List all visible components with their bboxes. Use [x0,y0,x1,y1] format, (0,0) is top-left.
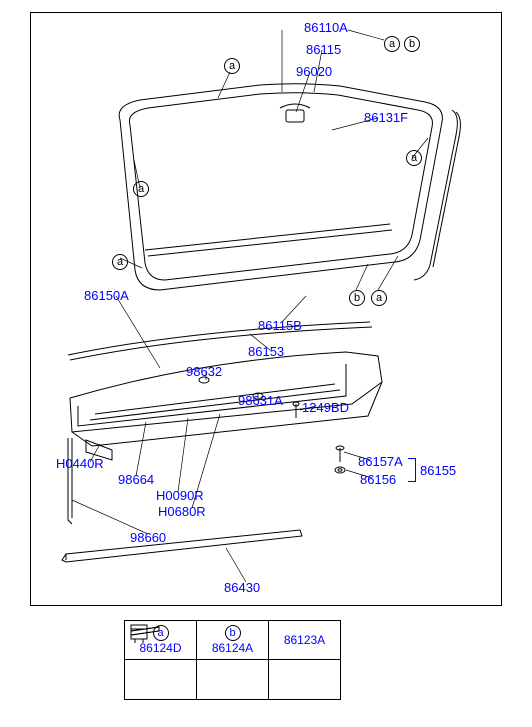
legend-head-b: b 86124A [197,621,269,660]
callout-a-4: a [133,181,149,197]
label-96020: 96020 [296,64,332,79]
legend-icon-86124D [125,660,197,700]
legend-icon-86124A [197,660,269,700]
label-98664: 98664 [118,472,154,487]
legend-icon-row [125,660,341,700]
callout-a-6: a [371,290,387,306]
label-86110A: 86110A [304,20,348,35]
label-86115B: 86115B [258,318,302,333]
legend-icon-86123A [269,660,341,700]
label-98660: 98660 [130,530,166,545]
label-86430: 86430 [224,580,260,595]
label-86131F: 86131F [364,110,408,125]
label-86150A: 86150A [84,288,129,303]
parts-diagram: 86110A 86115 96020 86131F 86150A 86115B … [0,0,532,727]
diagram-svg [0,0,532,727]
label-86155: 86155 [420,463,456,478]
label-1249BD: 1249BD [302,400,349,415]
label-86153: 86153 [248,344,284,359]
label-98632: 98632 [186,364,222,379]
bracket-86155 [408,458,416,482]
callout-a-1: a [224,58,240,74]
callout-b-2: b [349,290,365,306]
callout-a-5: a [112,254,128,270]
label-H0680R: H0680R [158,504,206,519]
label-86157A: 86157A [358,454,403,469]
legend-head-c: 86123A [269,621,341,660]
callout-b-1: b [404,36,420,52]
label-86115: 86115 [306,42,341,57]
label-98631A: 98631A [238,393,283,408]
callout-a-3: a [406,150,422,166]
legend-table: a 86124D b 86124A 86123A [124,620,341,700]
label-H0090R: H0090R [156,488,204,503]
callout-a-2: a [384,36,400,52]
label-86156: 86156 [360,472,396,487]
label-H0440R: H0440R [56,456,104,471]
